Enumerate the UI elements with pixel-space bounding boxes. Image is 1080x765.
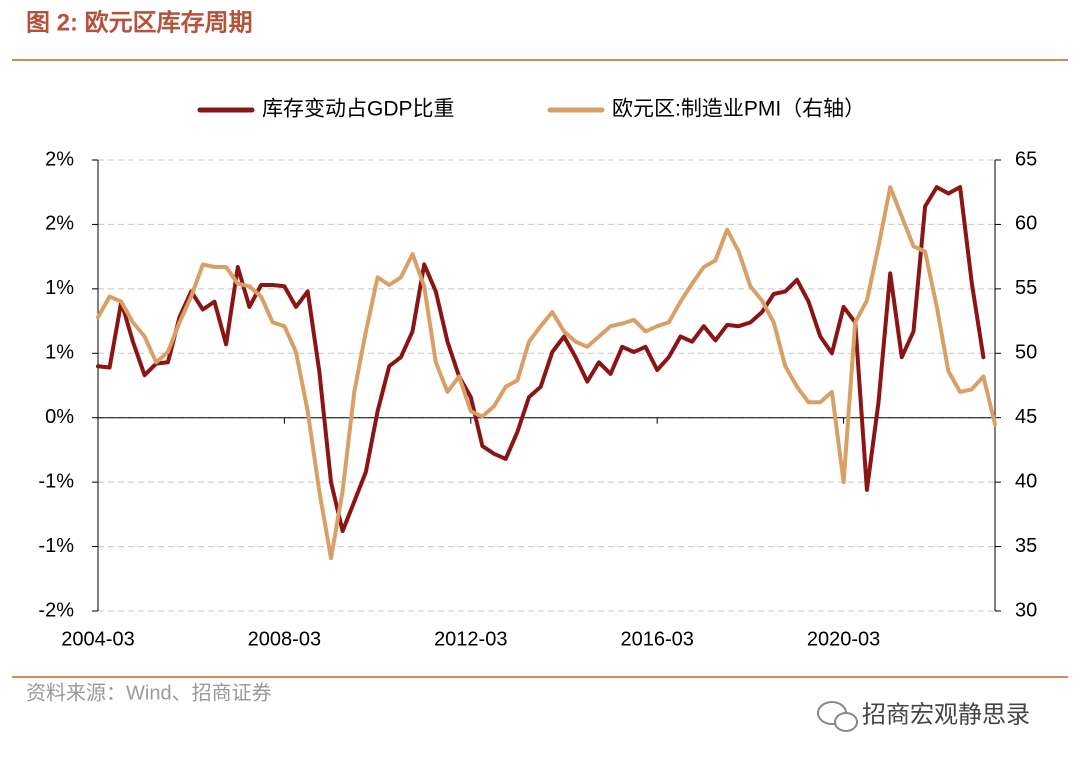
- y-tick-label: 2%: [45, 213, 74, 235]
- x-tick-label: 2004-03: [61, 628, 134, 650]
- x-tick-label: 2012-03: [434, 628, 507, 650]
- y2-tick-label: 45: [1015, 406, 1037, 428]
- y2-tick-label: 60: [1015, 213, 1037, 235]
- y2-tick-label: 40: [1015, 470, 1037, 492]
- y-tick-label: 1%: [45, 342, 74, 364]
- y2-tick-label: 35: [1015, 535, 1037, 557]
- series-line: [96, 185, 986, 534]
- chart-title: 图 2: 欧元区库存周期: [26, 8, 253, 36]
- y-tick-label: 1%: [45, 277, 74, 299]
- y-tick-label: -1%: [38, 470, 74, 492]
- legend-label: 库存变动占GDP比重: [262, 98, 455, 121]
- x-tick-label: 2008-03: [248, 628, 321, 650]
- y-tick-label: -1%: [38, 535, 74, 557]
- source-note: 资料来源：Wind、招商证券: [26, 681, 272, 704]
- watermark: 招商宏观静思录: [862, 701, 1030, 728]
- x-tick-label: 2020-03: [807, 628, 880, 650]
- y2-tick-label: 50: [1015, 342, 1037, 364]
- y-tick-label: 2%: [45, 148, 74, 170]
- y2-tick-label: 55: [1015, 277, 1037, 299]
- y-tick-label: -2%: [38, 599, 74, 621]
- watermark-icon: [817, 701, 858, 732]
- legend-label: 欧元区:制造业PMI（右轴）: [612, 98, 865, 121]
- y2-tick-label: 30: [1015, 599, 1037, 621]
- y2-tick-label: 65: [1015, 148, 1037, 170]
- y-tick-label: 0%: [45, 406, 74, 428]
- series-line: [96, 185, 997, 561]
- x-tick-label: 2016-03: [620, 628, 693, 650]
